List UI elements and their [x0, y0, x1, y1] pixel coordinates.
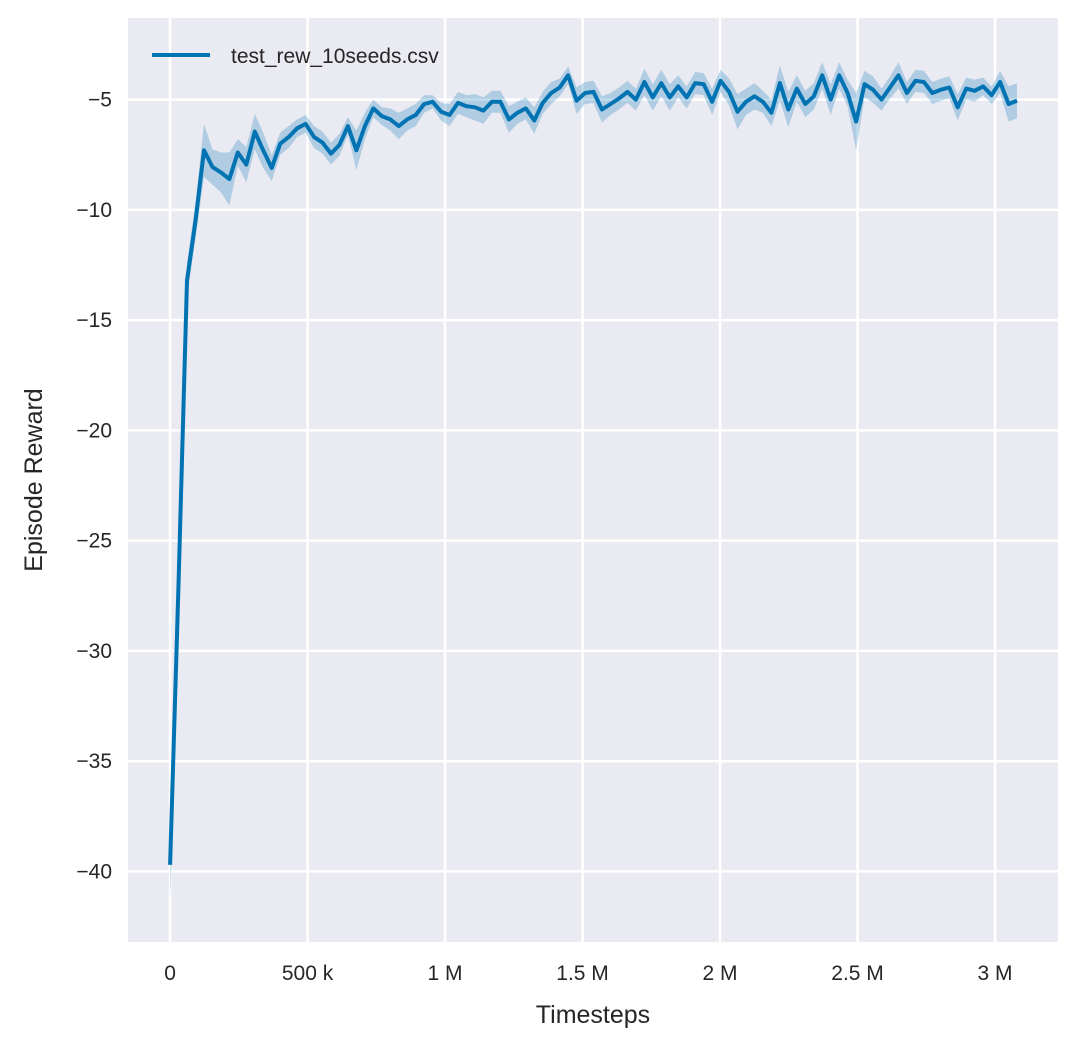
x-tick-label: 0	[164, 962, 176, 985]
legend: test_rew_10seeds.csv	[152, 45, 439, 68]
y-tick-label: −15	[76, 309, 112, 332]
series-line-0	[168, 73, 1018, 865]
x-tick-label: 500 k	[282, 962, 334, 985]
x-tick-label: 2.5 M	[831, 962, 884, 985]
x-tick-label: 3 M	[978, 962, 1013, 985]
y-tick-label: −40	[76, 860, 112, 883]
x-axis-label: Timesteps	[536, 1001, 650, 1029]
gridlines	[128, 18, 1058, 942]
ci-band-series-0	[170, 62, 1018, 903]
y-tick-label: −10	[76, 199, 112, 222]
y-tick-label: −20	[76, 419, 112, 442]
series-lines	[168, 73, 1018, 865]
x-tick-label: 1.5 M	[556, 962, 609, 985]
y-tick-labels: −40 −35 −30 −25 −20 −15 −10 −5	[76, 89, 112, 884]
y-tick-label: −30	[76, 640, 112, 663]
y-tick-label: −5	[88, 89, 112, 112]
legend-label: test_rew_10seeds.csv	[231, 45, 439, 68]
y-tick-label: −35	[76, 750, 112, 773]
y-tick-label: −25	[76, 530, 112, 553]
confidence-band	[170, 62, 1018, 903]
y-axis-label: Episode Reward	[20, 388, 48, 571]
x-tick-labels: 0 500 k 1 M 1.5 M 2 M 2.5 M 3 M	[164, 962, 1012, 985]
x-tick-label: 2 M	[703, 962, 738, 985]
x-tick-label: 1 M	[428, 962, 463, 985]
plot-background	[128, 18, 1058, 942]
